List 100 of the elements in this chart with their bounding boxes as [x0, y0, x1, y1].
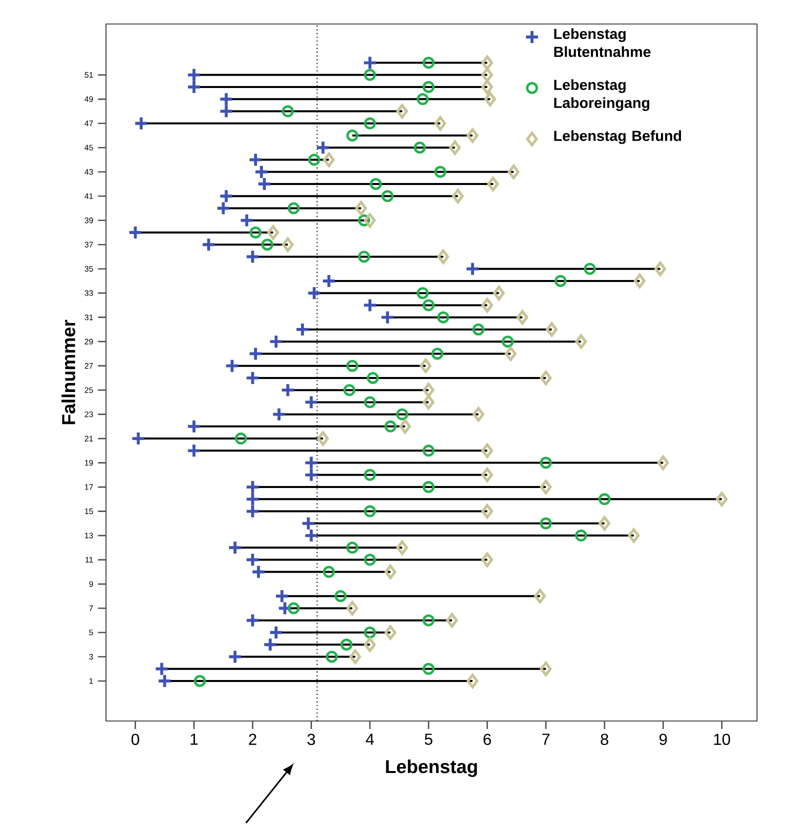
- point: [326, 650, 338, 663]
- point: [130, 431, 146, 446]
- point: [654, 262, 666, 276]
- point: [554, 274, 567, 287]
- point: [346, 600, 358, 616]
- point: [502, 336, 514, 348]
- point: [546, 322, 558, 337]
- point: [481, 443, 494, 458]
- y-tick-label: 37: [84, 242, 93, 248]
- point: [481, 80, 494, 94]
- point: [575, 530, 588, 542]
- x-tick-label: 2: [248, 734, 256, 745]
- point: [157, 674, 172, 688]
- point: [228, 649, 242, 664]
- point: [540, 456, 552, 469]
- point: [465, 261, 480, 276]
- point: [504, 346, 517, 362]
- point: [334, 590, 347, 602]
- point: [304, 455, 319, 470]
- y-tick-label: 1: [89, 678, 93, 684]
- point: [323, 152, 335, 168]
- point: [534, 588, 546, 604]
- y-tick-label: 31: [84, 314, 93, 320]
- x-tick-label: 8: [600, 734, 608, 746]
- point: [346, 542, 358, 554]
- y-tick-label: 11: [86, 557, 93, 563]
- point: [364, 637, 376, 652]
- point: [245, 249, 260, 264]
- y-tick-label: 13: [84, 532, 93, 538]
- x-tick-label: 0: [132, 734, 140, 746]
- point: [466, 128, 478, 143]
- point: [218, 92, 234, 107]
- y-axis-title: Fallnummer: [62, 320, 76, 424]
- point: [248, 346, 264, 362]
- x-tick-label: 6: [484, 734, 491, 746]
- point: [300, 516, 316, 531]
- point: [245, 504, 260, 519]
- point: [245, 552, 260, 568]
- point: [239, 212, 254, 228]
- legend-label: Lebenstag Laboreingang: [554, 79, 650, 112]
- legend-label: Lebenstag Befund: [554, 130, 682, 144]
- point: [234, 432, 247, 445]
- point: [598, 516, 610, 531]
- point: [194, 674, 206, 687]
- point: [251, 564, 266, 580]
- point: [422, 81, 435, 94]
- y-tick-label: 45: [84, 144, 93, 150]
- point: [358, 214, 370, 226]
- x-tick-label: 7: [542, 734, 550, 745]
- y-tick-label: 23: [84, 411, 93, 418]
- y-tick-label: 25: [84, 387, 93, 393]
- point: [186, 67, 202, 82]
- y-tick-label: 9: [89, 581, 93, 587]
- point: [472, 406, 484, 422]
- point: [245, 492, 260, 507]
- point: [481, 68, 494, 82]
- point: [272, 406, 286, 422]
- y-tick-label: 7: [89, 606, 93, 612]
- point: [256, 176, 272, 192]
- point: [364, 117, 376, 130]
- y-tick-label: 47: [84, 120, 93, 126]
- point: [250, 226, 262, 238]
- point: [355, 200, 367, 216]
- point: [268, 625, 284, 640]
- point: [358, 250, 370, 263]
- x-tick-label: 9: [659, 734, 667, 746]
- point: [434, 116, 446, 131]
- point: [216, 200, 231, 216]
- point: [449, 140, 461, 155]
- point: [452, 188, 464, 204]
- point: [261, 238, 274, 251]
- point: [396, 408, 408, 420]
- point: [245, 480, 260, 495]
- point: [262, 637, 278, 652]
- point: [349, 649, 362, 664]
- point: [446, 613, 458, 628]
- point: [316, 140, 330, 156]
- point: [422, 382, 434, 398]
- point: [248, 152, 264, 168]
- x-tick-label: 10: [714, 734, 730, 746]
- point: [472, 323, 484, 336]
- point: [364, 505, 376, 518]
- point: [228, 540, 242, 556]
- y-tick-label: 17: [84, 484, 93, 490]
- x-tick-label: 1: [190, 734, 198, 745]
- point: [317, 431, 329, 446]
- point: [634, 274, 646, 288]
- point: [362, 298, 378, 313]
- point: [481, 504, 494, 519]
- point: [384, 564, 396, 580]
- point: [416, 287, 429, 300]
- point: [154, 661, 170, 676]
- point: [308, 154, 320, 166]
- point: [493, 286, 505, 300]
- point: [364, 396, 376, 408]
- y-tick-label: 51: [84, 72, 93, 78]
- point: [716, 492, 728, 506]
- y-tick-label: 39: [84, 218, 93, 224]
- point: [422, 662, 435, 675]
- point: [245, 612, 260, 628]
